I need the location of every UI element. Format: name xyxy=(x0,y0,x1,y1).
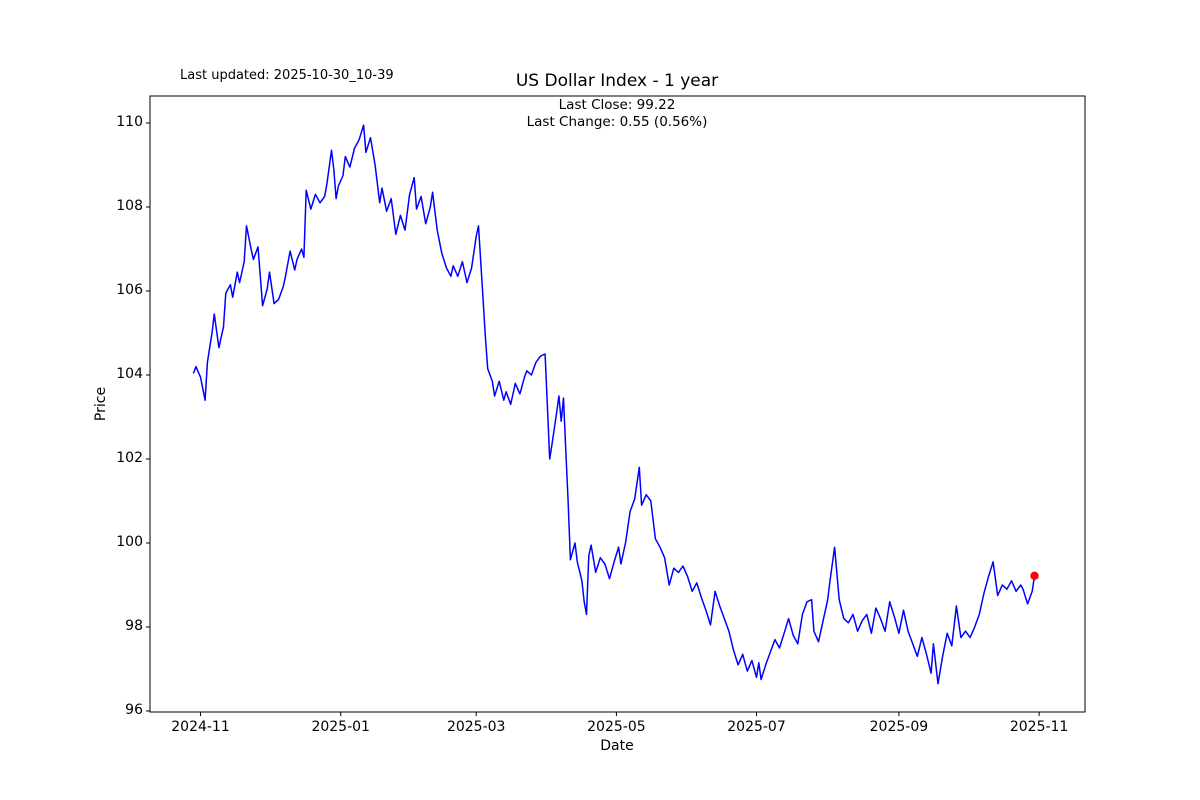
y-tick-labels: 96 98 100 102 104 106 108 110 xyxy=(0,0,143,800)
y-tick-label: 96 xyxy=(125,702,143,718)
axes-frame xyxy=(149,95,1086,713)
y-tick-label: 100 xyxy=(116,534,143,550)
x-tick-label: 2025-05 xyxy=(587,719,646,735)
y-tick-label: 110 xyxy=(116,114,143,130)
x-tick-label: 2025-03 xyxy=(446,719,506,735)
last-price-marker xyxy=(1030,571,1039,580)
y-tick-label: 108 xyxy=(116,198,143,214)
x-tick-label: 2025-01 xyxy=(311,719,370,735)
x-axis-label: Date xyxy=(600,738,634,754)
price-line xyxy=(192,124,1036,685)
last-close-text: Last Close: 99.22 xyxy=(558,97,676,113)
x-tick-label: 2024-11 xyxy=(171,719,230,735)
x-tick-label: 2025-07 xyxy=(727,719,786,735)
y-tick-label: 102 xyxy=(116,450,143,466)
x-tick-label: 2025-11 xyxy=(1009,719,1069,735)
x-tick-label: 2025-09 xyxy=(869,719,929,735)
last-change-text: Last Change: 0.55 (0.56%) xyxy=(526,114,708,130)
last-close-annotation: Last Close: 99.22 Last Change: 0.55 (0.5… xyxy=(527,97,708,131)
y-tick-label: 104 xyxy=(116,366,143,382)
y-tick-label: 106 xyxy=(116,282,143,298)
last-updated-text: Last updated: 2025-10-30_10-39 xyxy=(180,68,394,83)
chart-title: US Dollar Index - 1 year xyxy=(515,71,719,91)
y-tick-label: 98 xyxy=(125,618,143,634)
